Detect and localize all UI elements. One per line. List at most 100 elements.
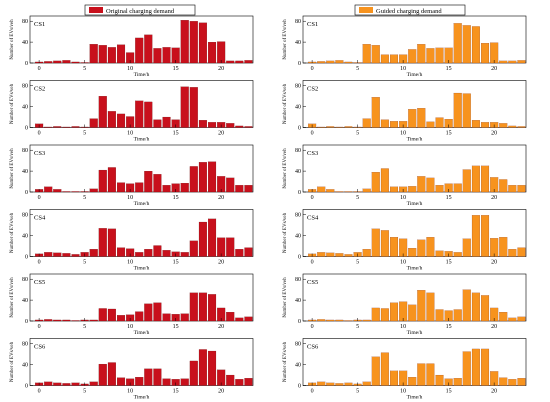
bar (435, 309, 444, 322)
bar (462, 25, 471, 64)
bar (408, 186, 417, 193)
x-tick-label: 20 (218, 66, 224, 72)
y-tick-label: 80 (295, 342, 301, 348)
bar (189, 360, 198, 386)
y-tick-label: 40 (22, 40, 28, 46)
bar (326, 189, 335, 193)
bar (208, 218, 217, 257)
panel-label: CS5 (307, 279, 318, 286)
bar (371, 45, 380, 64)
y-tick-label: 0 (25, 126, 28, 132)
bar (208, 161, 217, 193)
y-axis-label: Number of EVs/veh (10, 277, 15, 318)
bar (362, 381, 371, 386)
bar (317, 186, 326, 193)
bar (517, 60, 526, 64)
bar (362, 319, 371, 322)
legend-label-guided: Guided charging demand (376, 8, 442, 15)
bar (390, 54, 399, 64)
bar (462, 289, 471, 322)
panel-label: CS5 (34, 279, 45, 286)
bar (417, 363, 426, 386)
bar (508, 60, 517, 64)
x-tick-label: 0 (311, 131, 314, 137)
x-tick-label: 5 (356, 260, 359, 266)
panel-cs6-original: CS6 0 40 80 0 5 10 15 20 Time/h Number of EVs/veh (10, 338, 254, 401)
x-tick-label: 15 (173, 324, 179, 330)
y-tick-label: 80 (295, 277, 301, 283)
y-axis-label: Number of EVs/veh (10, 148, 15, 189)
bar (144, 303, 153, 322)
bar (371, 97, 380, 128)
bar (226, 60, 235, 64)
legend-label-original: Original charging demand (106, 8, 175, 15)
x-axis-label: Time/h (134, 137, 150, 143)
bar (244, 247, 253, 257)
bar (162, 47, 171, 64)
y-axis-label: Number of EVs/veh (10, 83, 15, 124)
bar (362, 44, 371, 64)
bar (380, 230, 389, 257)
y-tick-label: 0 (298, 126, 301, 132)
bar (335, 60, 344, 64)
y-tick-label: 80 (295, 148, 301, 154)
bar (226, 312, 235, 322)
bar (107, 47, 116, 64)
bar (153, 48, 162, 64)
bar (508, 249, 517, 257)
bar (208, 122, 217, 128)
panel-label: CS6 (34, 344, 46, 351)
bar (326, 382, 335, 386)
y-tick-label: 0 (298, 319, 301, 325)
bar (208, 350, 217, 386)
bar (435, 117, 444, 128)
x-axis-label: Time/h (407, 137, 423, 143)
legend-box (354, 4, 466, 16)
bar (71, 126, 80, 128)
bar (390, 302, 399, 322)
bar (89, 118, 98, 128)
bar (499, 312, 508, 322)
x-tick-label: 20 (491, 324, 497, 330)
y-tick-label: 40 (295, 105, 301, 111)
bar (71, 61, 80, 64)
panel-label: CS4 (307, 215, 319, 222)
bar (135, 100, 144, 128)
x-tick-label: 15 (446, 260, 452, 266)
bar (435, 374, 444, 386)
y-tick-label: 0 (298, 190, 301, 196)
x-axis-label: Time/h (407, 330, 423, 336)
bar (53, 252, 62, 257)
bar (344, 382, 353, 386)
bar (426, 363, 435, 386)
bar (226, 237, 235, 257)
bar (180, 252, 189, 257)
panel-label: CS1 (34, 21, 45, 28)
x-tick-label: 5 (356, 131, 359, 137)
bar (362, 118, 371, 128)
bar (44, 319, 53, 322)
bar (417, 290, 426, 322)
x-tick-label: 5 (356, 66, 359, 72)
y-axis-label: Number of EVs/veh (283, 277, 288, 318)
bar (481, 295, 490, 322)
x-tick-label: 0 (38, 131, 41, 137)
y-tick-label: 40 (22, 234, 28, 240)
bar (235, 125, 244, 128)
y-tick-label: 0 (25, 190, 28, 196)
panel-cs4-original: CS4 0 40 80 0 5 10 15 20 Time/h Number of EVs/veh (10, 209, 254, 272)
bar (208, 42, 217, 64)
bar (317, 61, 326, 64)
bar (335, 126, 344, 128)
bar (135, 37, 144, 64)
panel-label: CS2 (307, 86, 318, 93)
bar (244, 378, 253, 386)
x-tick-label: 15 (173, 389, 179, 395)
x-axis-label: Time/h (134, 201, 150, 207)
x-tick-label: 20 (491, 66, 497, 72)
x-tick-label: 20 (218, 131, 224, 137)
bar (62, 383, 71, 386)
x-tick-label: 15 (173, 195, 179, 201)
y-axis-label: Number of EVs/veh (10, 212, 15, 253)
bar (117, 377, 126, 386)
